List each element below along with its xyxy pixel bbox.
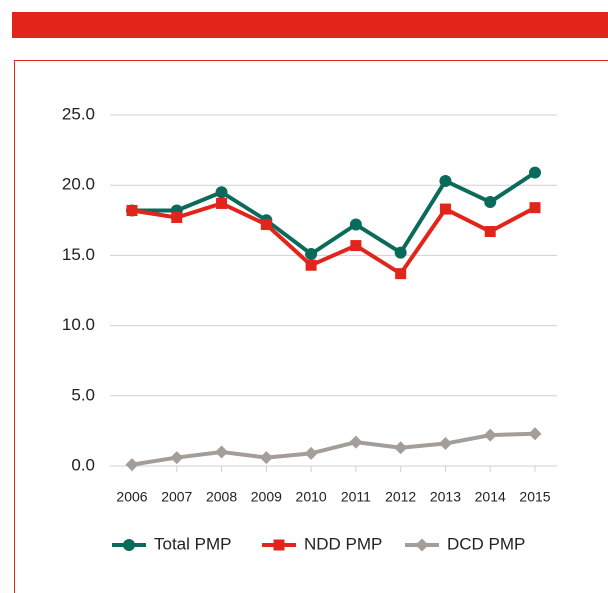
point xyxy=(304,446,318,460)
point xyxy=(415,538,429,552)
x-tick-label: 2010 xyxy=(296,489,327,505)
point xyxy=(529,166,541,179)
point xyxy=(529,202,541,214)
point xyxy=(215,445,229,459)
point xyxy=(305,247,318,260)
series-line xyxy=(132,170,537,256)
point xyxy=(394,441,408,455)
point xyxy=(439,203,451,215)
legend-label: NDD PMP xyxy=(304,534,382,553)
point xyxy=(126,204,138,216)
point xyxy=(395,268,407,280)
point xyxy=(123,539,135,551)
y-tick-label: 10.0 xyxy=(62,315,95,334)
point xyxy=(349,435,363,449)
point xyxy=(260,219,272,231)
header-bar xyxy=(12,12,608,38)
x-tick-label: 2011 xyxy=(341,489,371,505)
point xyxy=(439,174,452,187)
x-tick-label: 2015 xyxy=(519,489,550,505)
panel-border xyxy=(14,60,608,593)
legend-label: DCD PMP xyxy=(447,534,525,553)
point xyxy=(216,197,228,209)
point xyxy=(125,458,139,472)
y-tick-label: 0.0 xyxy=(71,455,95,474)
y-tick-label: 25.0 xyxy=(62,104,95,123)
x-tick-label: 2013 xyxy=(430,489,461,505)
y-tick-label: 20.0 xyxy=(62,175,95,194)
y-tick-label: 5.0 xyxy=(71,385,95,404)
point xyxy=(394,246,407,259)
point xyxy=(528,427,542,441)
point xyxy=(483,428,497,442)
point xyxy=(349,218,362,231)
point xyxy=(171,211,183,223)
x-tick-label: 2009 xyxy=(251,489,282,505)
legend-label: Total PMP xyxy=(154,534,231,553)
point xyxy=(484,226,496,238)
point xyxy=(170,451,184,465)
point xyxy=(305,259,317,271)
series-line xyxy=(131,431,536,467)
point xyxy=(484,196,497,209)
point xyxy=(438,437,452,451)
point xyxy=(273,539,285,551)
point xyxy=(350,240,362,252)
point xyxy=(215,186,228,199)
x-tick-label: 2012 xyxy=(385,489,416,505)
x-tick-label: 2007 xyxy=(161,489,192,505)
series-line xyxy=(131,201,536,276)
x-tick-label: 2006 xyxy=(116,489,147,505)
y-tick-label: 15.0 xyxy=(62,245,95,264)
x-tick-label: 2008 xyxy=(206,489,237,505)
point xyxy=(259,451,273,465)
x-tick-label: 2014 xyxy=(475,489,506,505)
